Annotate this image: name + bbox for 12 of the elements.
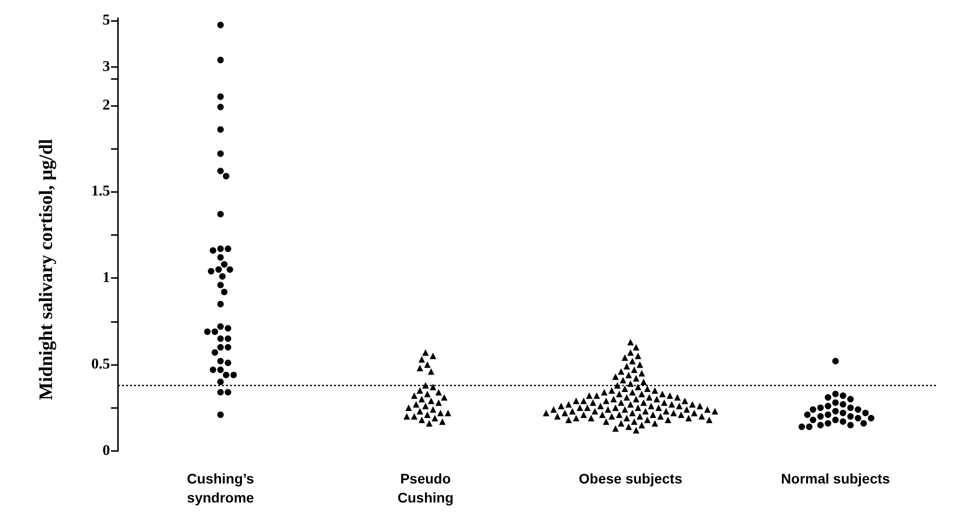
y-tick-label: 3 — [102, 59, 110, 75]
y-axis-title: Midnight salivary cortisol, µg/dl — [36, 138, 57, 400]
y-tick-label: 0.5 — [91, 356, 110, 373]
y-tick-label: 2 — [102, 97, 110, 114]
x-tick-label: Obese subjects — [578, 470, 682, 486]
x-tick-label: Pseudo Cushing — [398, 470, 454, 506]
x-tick-label: Normal subjects — [781, 470, 890, 486]
x-tick-label: Cushing’s syndrome — [186, 470, 254, 506]
y-tick-label: 1.5 — [91, 184, 110, 200]
y-tick-label: 1 — [102, 270, 110, 286]
y-tick-label: 5 — [102, 12, 110, 28]
y-tick-label: 0 — [102, 443, 110, 459]
